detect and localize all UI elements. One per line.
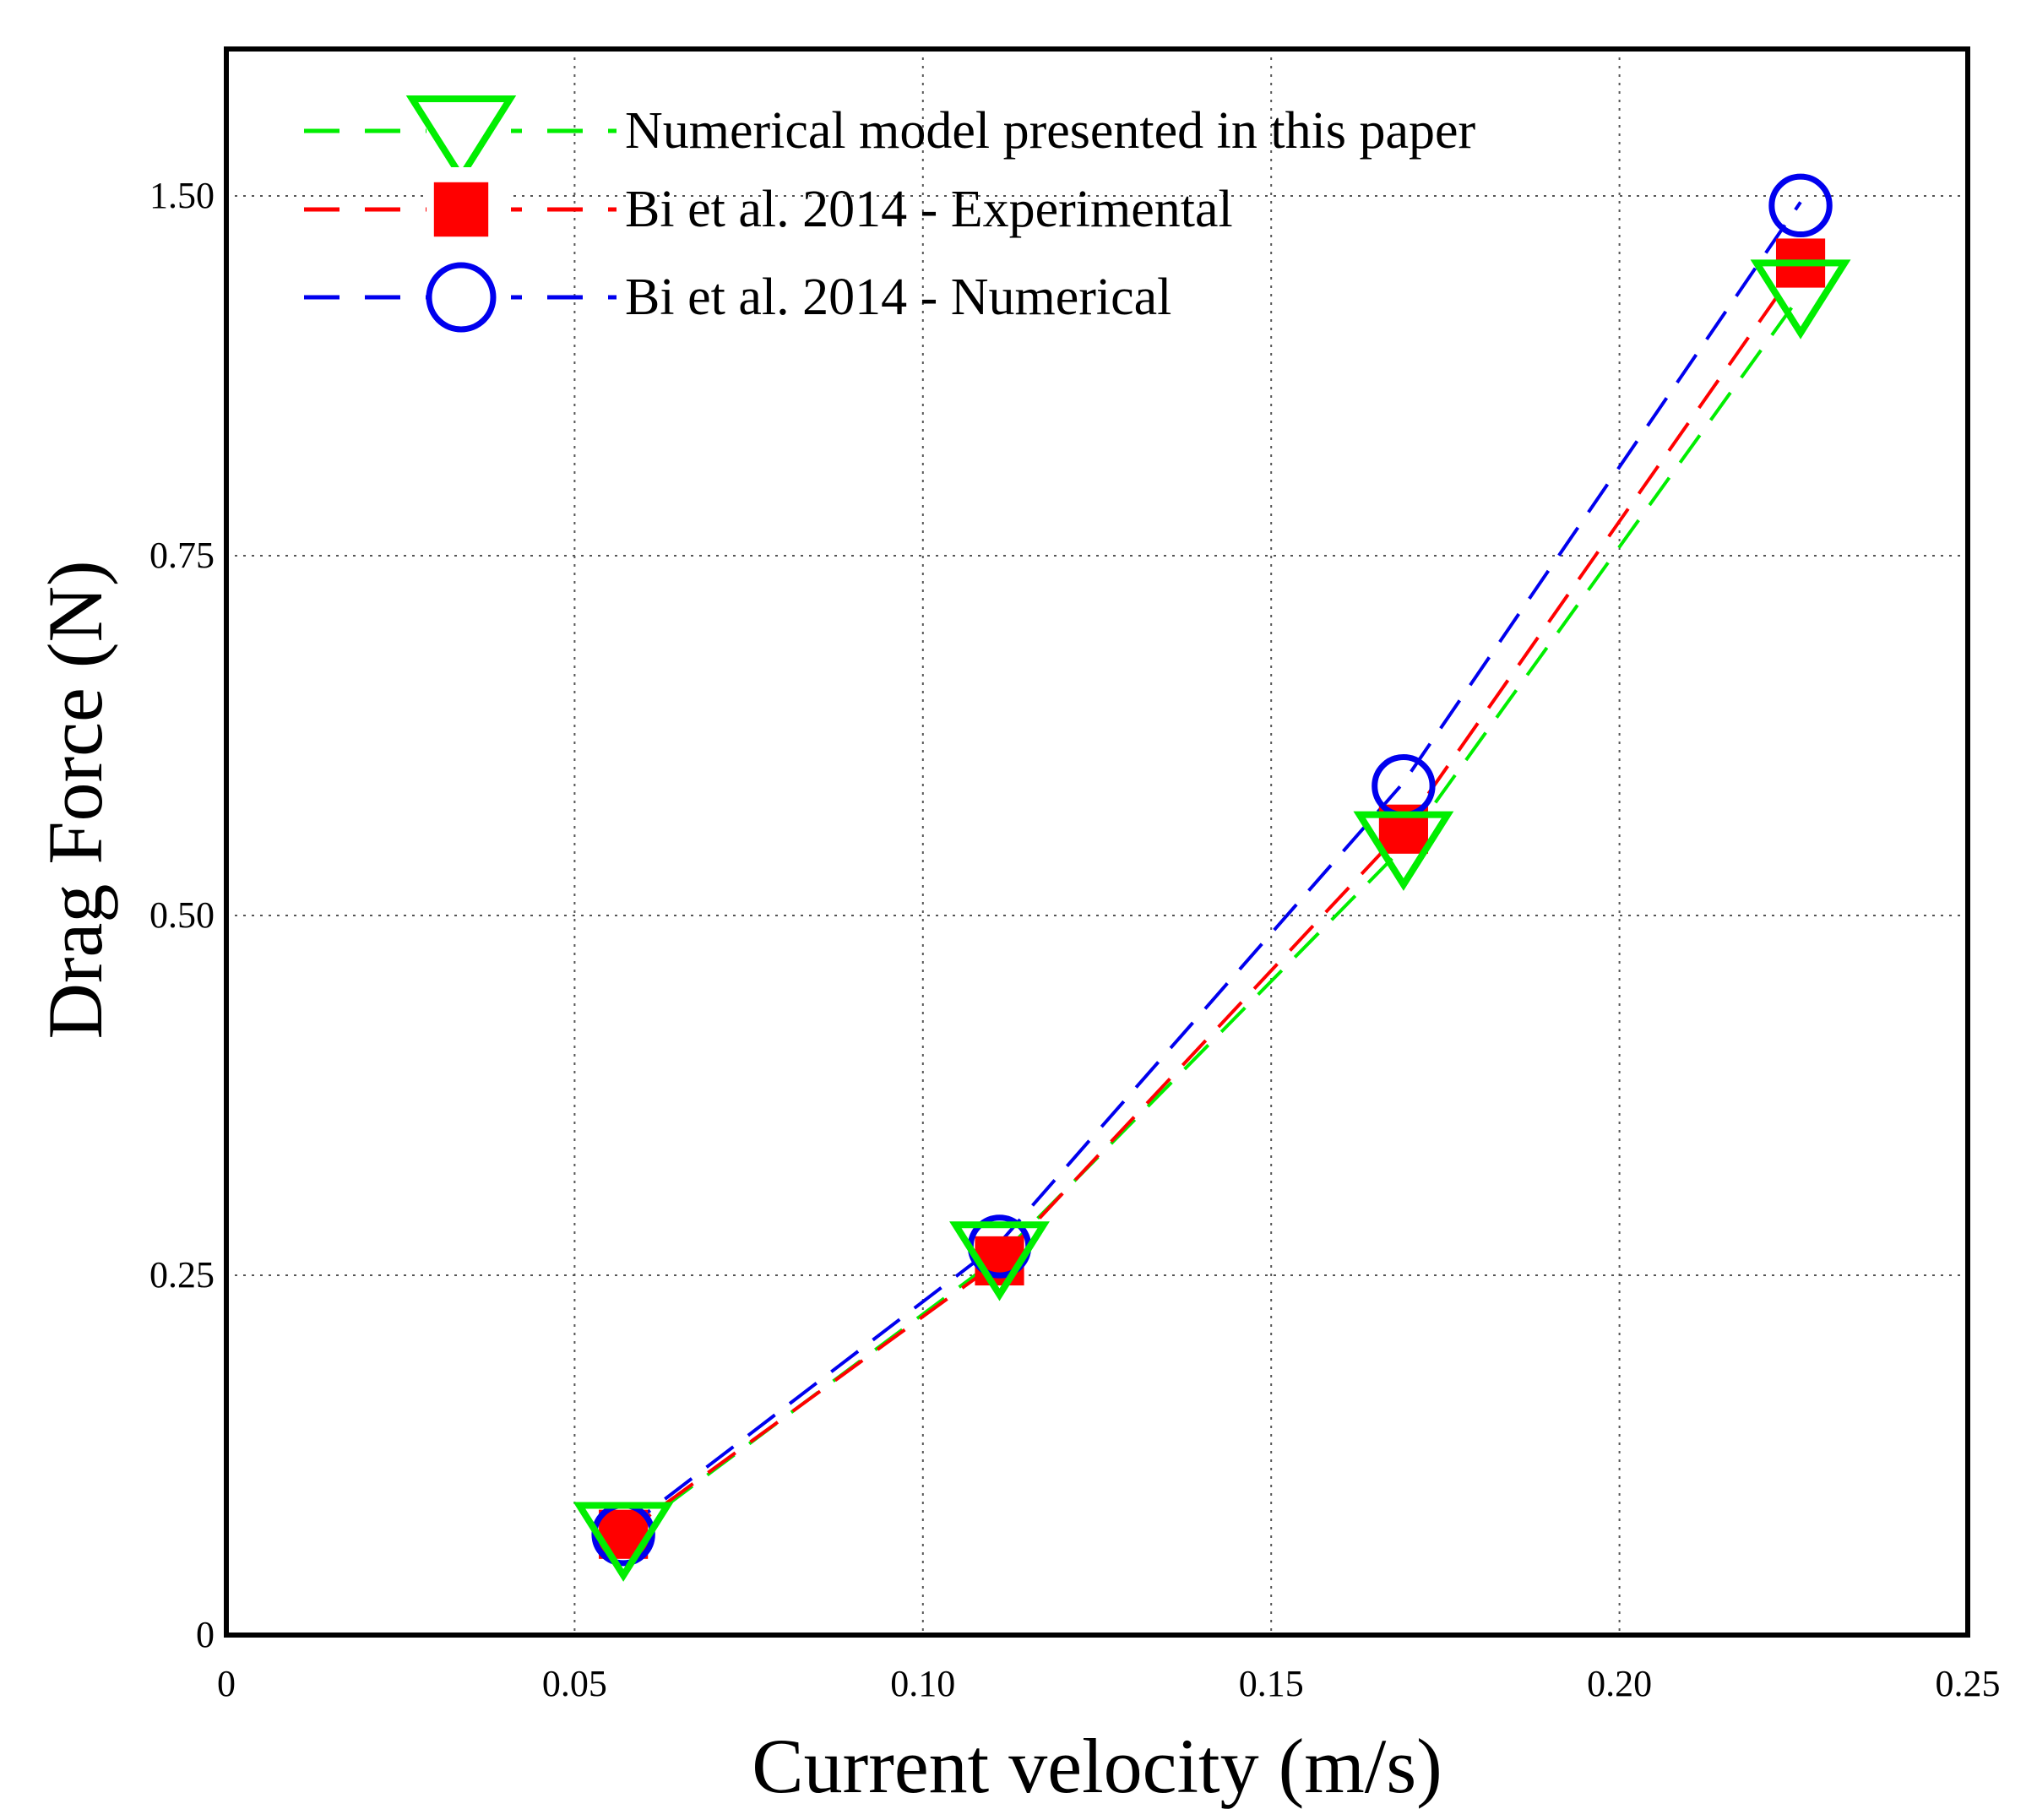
y-tick-label: 0.25 [149, 1254, 215, 1296]
legend-item-bi-numerical: Bi et al. 2014 - Numerical [304, 255, 1171, 340]
x-tick-label: 0.25 [1936, 1663, 2001, 1704]
series-bi-experimental-line [622, 262, 1802, 1536]
legend-label: Numerical model presented in this paper [625, 102, 1476, 160]
legend-label: Bi et al. 2014 - Experimental [625, 181, 1233, 238]
legend-marker [405, 95, 517, 183]
legend-label: Bi et al. 2014 - Numerical [625, 269, 1171, 326]
series-numerical-model-point [949, 1221, 1050, 1301]
x-axis-title: Current velocity (m/s) [752, 1723, 1442, 1809]
series-bi-numerical-point [1768, 173, 1833, 238]
legend-item-bi-experimental: Bi et al. 2014 - Experimental [304, 167, 1233, 252]
y-axis-title: Drag Force (N) [32, 560, 118, 1039]
legend-marker [433, 182, 489, 237]
series-numerical-model-point [1353, 811, 1454, 891]
axis-ticks: 0 0.05 0.10 0.15 0.20 0.25 0 0.25 0.50 0.75 1.50 [149, 175, 2001, 1704]
y-tick-label: 0.50 [149, 894, 215, 936]
series-bi-numerical-line-group [622, 201, 1802, 1533]
x-tick-label: 0.20 [1587, 1663, 1652, 1704]
legend-marker [426, 262, 497, 333]
x-tick-label: 0.15 [1239, 1663, 1304, 1704]
series-bi-numerical-line [622, 201, 1802, 1533]
y-tick-label: 0.75 [149, 535, 215, 576]
series-numerical-model-point [573, 1502, 674, 1582]
y-tick-label: 0 [196, 1614, 215, 1655]
data-series [573, 173, 1851, 1582]
series-bi-experimental-line-group [622, 262, 1802, 1536]
legend-item-numerical-model: Numerical model presented in this paper [304, 89, 1476, 183]
x-tick-label: 0.05 [542, 1663, 607, 1704]
series-bi-experimental-point [975, 1236, 1024, 1286]
series-numerical-model-markers [573, 259, 1851, 1582]
x-tick-label: 0 [217, 1663, 236, 1704]
series-numerical-model-point [1750, 259, 1851, 340]
plot-frame [224, 46, 1970, 1638]
legend: Numerical model presented in this paper B… [304, 89, 1476, 340]
y-tick-label: 1.50 [149, 175, 215, 216]
x-tick-label: 0.10 [890, 1663, 955, 1704]
grid-lines [226, 49, 1968, 1635]
